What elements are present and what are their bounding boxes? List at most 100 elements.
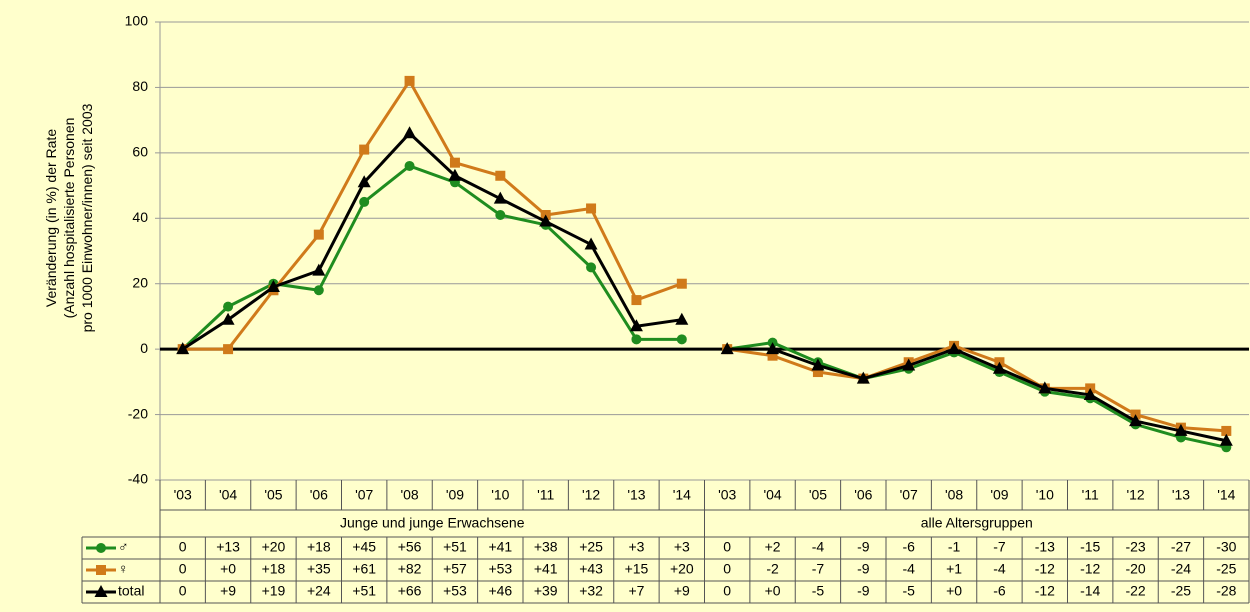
x-tick-label: '05 [264, 487, 282, 503]
table-value: -12 [1080, 561, 1100, 577]
table-value: -24 [1171, 561, 1191, 577]
series-line [726, 344, 1227, 433]
table-value: +61 [352, 561, 376, 577]
table-value: -2 [766, 561, 779, 577]
y-axis-title: Veränderung (in %) der Rate (Anzahl hospi… [43, 103, 95, 332]
table-value: +32 [579, 583, 603, 599]
table-value: -7 [993, 539, 1006, 555]
table-value: -12 [1035, 583, 1055, 599]
table-value: -1 [948, 539, 961, 555]
legend-label: ♂ [118, 539, 129, 555]
marker [992, 361, 1006, 374]
table-value: +2 [765, 539, 781, 555]
marker [1219, 433, 1233, 446]
legend-label: total [118, 583, 144, 599]
table-value: +41 [488, 539, 512, 555]
table-value: +53 [488, 561, 512, 577]
table-value: +51 [443, 539, 467, 555]
x-tick-label: '07 [900, 487, 918, 503]
table-value: -7 [812, 561, 825, 577]
table-value: 0 [723, 583, 731, 599]
table-value: +43 [579, 561, 603, 577]
x-tick-label: '08 [945, 487, 963, 503]
series-line [726, 341, 1227, 449]
marker [1083, 387, 1097, 400]
table-value: -27 [1171, 539, 1191, 555]
table-value: +20 [262, 539, 286, 555]
table-value: +20 [670, 561, 694, 577]
y-axis-title-line: (Anzahl hospitalisierte Personen [61, 118, 77, 319]
marker [313, 229, 324, 240]
table-value: +9 [220, 583, 236, 599]
marker [720, 342, 734, 355]
table-value: -14 [1080, 583, 1100, 599]
table-value: +38 [534, 539, 558, 555]
x-tick-label: '10 [1036, 487, 1054, 503]
marker [586, 262, 597, 273]
table-value: -9 [857, 583, 870, 599]
marker [676, 278, 687, 289]
marker [449, 157, 460, 168]
table-value: 0 [179, 583, 187, 599]
table-value: 0 [179, 539, 187, 555]
x-tick-label: '06 [854, 487, 872, 503]
table-value: +15 [625, 561, 649, 577]
x-tick-label: '12 [582, 487, 600, 503]
table-value: +35 [307, 561, 331, 577]
table-value: +18 [262, 561, 286, 577]
marker [221, 312, 235, 325]
table-value: +0 [765, 583, 781, 599]
marker [1174, 423, 1188, 436]
table-value: +45 [352, 539, 376, 555]
table-value: -28 [1216, 583, 1236, 599]
x-tick-label: '13 [627, 487, 645, 503]
marker [629, 319, 643, 332]
x-tick-label: '04 [219, 487, 237, 503]
marker [1038, 381, 1052, 394]
x-tick-label: '03 [718, 487, 736, 503]
table-value: -25 [1171, 583, 1191, 599]
marker [811, 358, 825, 371]
x-tick-label: '06 [310, 487, 328, 503]
x-tick-label: '09 [990, 487, 1008, 503]
table-value: -6 [902, 539, 915, 555]
marker [902, 358, 916, 371]
marker [266, 279, 280, 292]
table-value: -6 [993, 583, 1006, 599]
marker [767, 350, 778, 361]
table-value: +46 [488, 583, 512, 599]
table-value: -4 [993, 561, 1006, 577]
marker [359, 144, 370, 155]
marker [404, 160, 415, 171]
marker [493, 191, 507, 204]
table-value: +39 [534, 583, 558, 599]
table-value: +66 [398, 583, 422, 599]
x-tick-label: '11 [537, 487, 554, 503]
y-tick-label: -20 [128, 405, 148, 421]
table-value: +9 [674, 583, 690, 599]
marker [448, 168, 462, 181]
table-value: -12 [1035, 561, 1055, 577]
table-value: +7 [628, 583, 644, 599]
marker [223, 301, 234, 312]
y-tick-label: 40 [132, 209, 148, 225]
x-tick-label: '04 [763, 487, 781, 503]
marker [495, 170, 506, 181]
marker [766, 342, 780, 355]
marker [1221, 425, 1232, 436]
x-tick-label: '09 [446, 487, 464, 503]
series-line [181, 164, 682, 351]
y-tick-label: 80 [132, 78, 148, 94]
series-line [181, 131, 683, 351]
legend-marker [96, 565, 106, 575]
table-value: +3 [674, 539, 690, 555]
table-value: 0 [179, 561, 187, 577]
table-value: -9 [857, 539, 870, 555]
legend-marker [96, 543, 106, 553]
table-value: 0 [723, 539, 731, 555]
table-value: -20 [1125, 561, 1145, 577]
marker [947, 342, 961, 355]
marker [313, 285, 324, 296]
y-axis-title-line: pro 1000 Einwohner/innen) seit 2003 [79, 103, 95, 332]
